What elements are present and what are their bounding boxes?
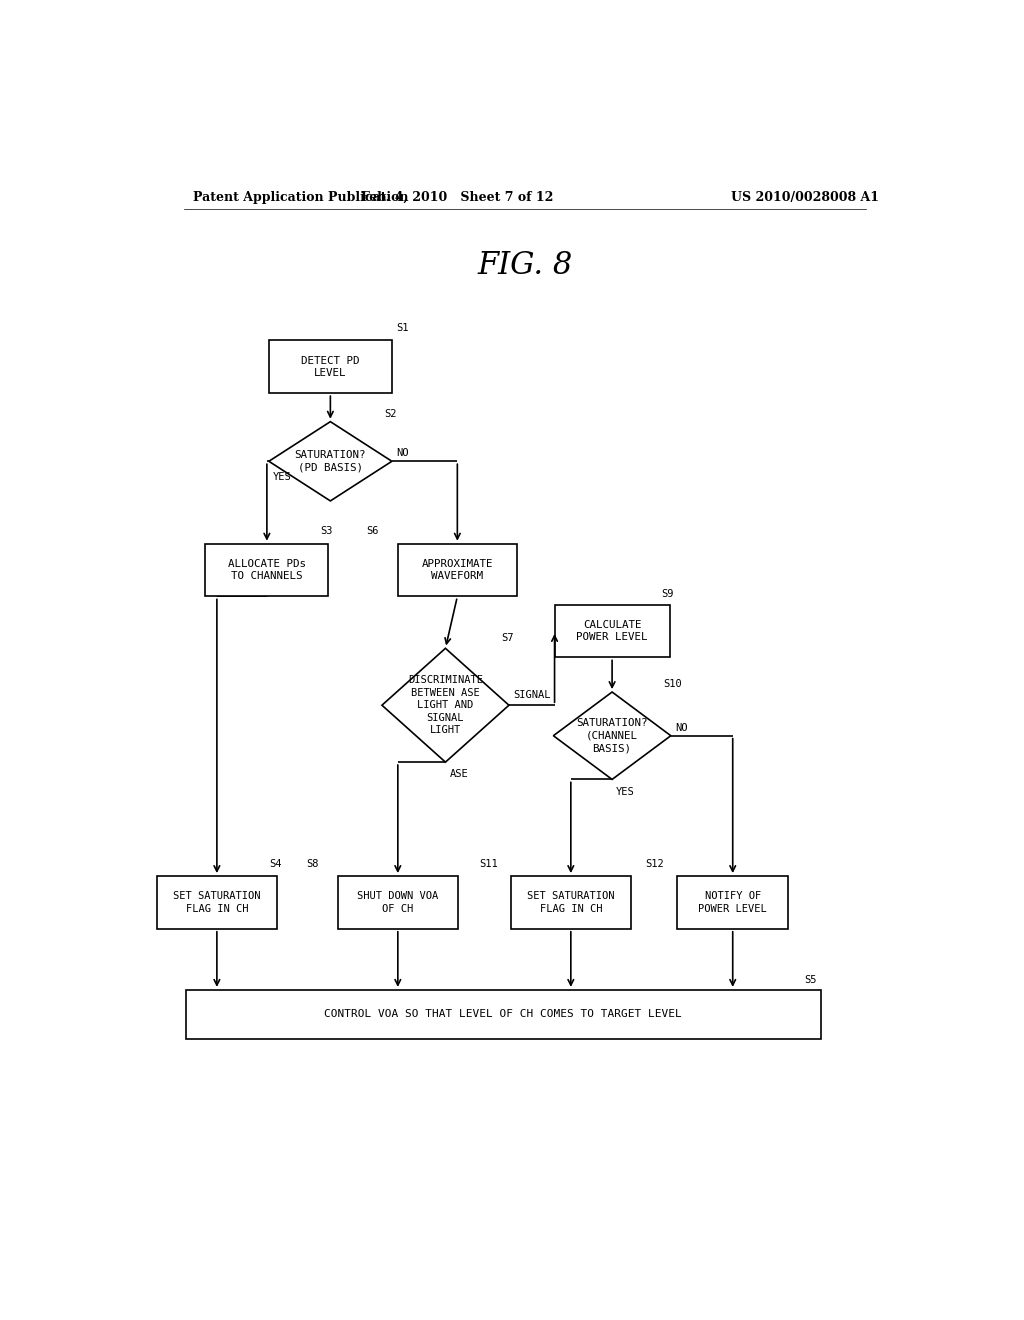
Text: S11: S11 — [479, 859, 498, 869]
Text: US 2010/0028008 A1: US 2010/0028008 A1 — [731, 190, 880, 203]
Text: APPROXIMATE
WAVEFORM: APPROXIMATE WAVEFORM — [422, 558, 494, 581]
Text: S5: S5 — [804, 974, 817, 985]
FancyBboxPatch shape — [269, 341, 392, 393]
Text: S10: S10 — [663, 678, 682, 689]
FancyBboxPatch shape — [157, 876, 278, 929]
Text: SATURATION?
(PD BASIS): SATURATION? (PD BASIS) — [295, 450, 367, 473]
Text: CALCULATE
POWER LEVEL: CALCULATE POWER LEVEL — [577, 620, 648, 643]
Text: S8: S8 — [306, 859, 318, 869]
Text: SET SATURATION
FLAG IN CH: SET SATURATION FLAG IN CH — [527, 891, 614, 913]
FancyBboxPatch shape — [338, 876, 458, 929]
Text: S9: S9 — [662, 590, 674, 599]
Text: ALLOCATE PDs
TO CHANNELS: ALLOCATE PDs TO CHANNELS — [228, 558, 306, 581]
Text: S2: S2 — [384, 408, 396, 418]
Polygon shape — [269, 421, 392, 500]
Text: FIG. 8: FIG. 8 — [477, 249, 572, 281]
FancyBboxPatch shape — [206, 544, 329, 597]
Text: Feb. 4, 2010   Sheet 7 of 12: Feb. 4, 2010 Sheet 7 of 12 — [361, 190, 554, 203]
Text: CONTROL VOA SO THAT LEVEL OF CH COMES TO TARGET LEVEL: CONTROL VOA SO THAT LEVEL OF CH COMES TO… — [325, 1010, 682, 1019]
Text: DETECT PD
LEVEL: DETECT PD LEVEL — [301, 355, 359, 378]
Text: SHUT DOWN VOA
OF CH: SHUT DOWN VOA OF CH — [357, 891, 438, 913]
FancyBboxPatch shape — [397, 544, 517, 597]
Text: S1: S1 — [396, 323, 409, 333]
Text: NOTIFY OF
POWER LEVEL: NOTIFY OF POWER LEVEL — [698, 891, 767, 913]
Text: YES: YES — [616, 787, 635, 796]
Text: S7: S7 — [501, 634, 513, 643]
Text: YES: YES — [272, 471, 292, 482]
Text: S3: S3 — [321, 527, 333, 536]
Text: ASE: ASE — [450, 770, 468, 779]
Polygon shape — [382, 648, 509, 762]
Text: SATURATION?
(CHANNEL
BASIS): SATURATION? (CHANNEL BASIS) — [577, 718, 648, 754]
Text: Patent Application Publication: Patent Application Publication — [194, 190, 409, 203]
Text: SET SATURATION
FLAG IN CH: SET SATURATION FLAG IN CH — [173, 891, 261, 913]
Polygon shape — [553, 692, 671, 779]
Text: NO: NO — [675, 722, 687, 733]
FancyBboxPatch shape — [555, 605, 670, 657]
Text: S4: S4 — [269, 859, 282, 869]
Text: SIGNAL: SIGNAL — [513, 690, 550, 700]
FancyBboxPatch shape — [186, 990, 821, 1039]
FancyBboxPatch shape — [511, 876, 631, 929]
Text: S12: S12 — [645, 859, 665, 869]
Text: NO: NO — [396, 449, 409, 458]
FancyBboxPatch shape — [677, 876, 788, 929]
Text: DISCRIMINATE
BETWEEN ASE
LIGHT AND
SIGNAL
LIGHT: DISCRIMINATE BETWEEN ASE LIGHT AND SIGNA… — [408, 676, 483, 735]
Text: S6: S6 — [367, 527, 379, 536]
